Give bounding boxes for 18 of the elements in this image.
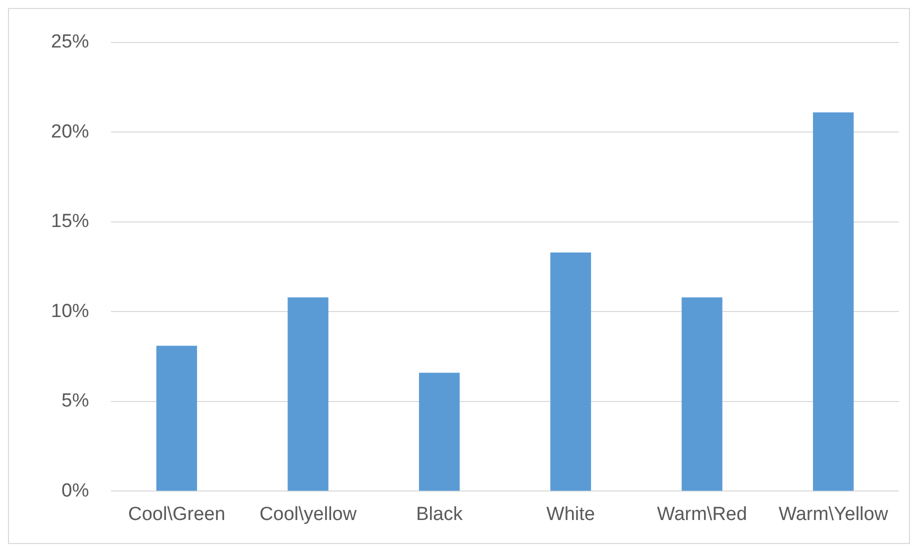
y-tick-label: 10% [50,300,90,322]
bar [288,297,328,491]
bar [812,112,854,491]
x-tick-label: Warm\Red [656,504,748,525]
x-tick-label: Warm\Yellow [778,504,888,525]
y-tick-label: 25% [50,32,90,53]
bar [418,372,460,491]
bar [550,252,592,491]
y-tick-label: 20% [50,121,90,142]
y-tick-label: 5% [62,390,90,412]
x-tick-label: White [546,504,595,525]
bar [156,346,198,491]
y-tick-label: 15% [50,211,90,232]
x-tick-label: Black [416,504,464,525]
bar [682,297,722,491]
x-tick-label: Cool\Green [128,504,226,525]
y-tick-label: 0% [62,480,90,502]
x-tick-label: Cool\yellow [259,504,357,525]
